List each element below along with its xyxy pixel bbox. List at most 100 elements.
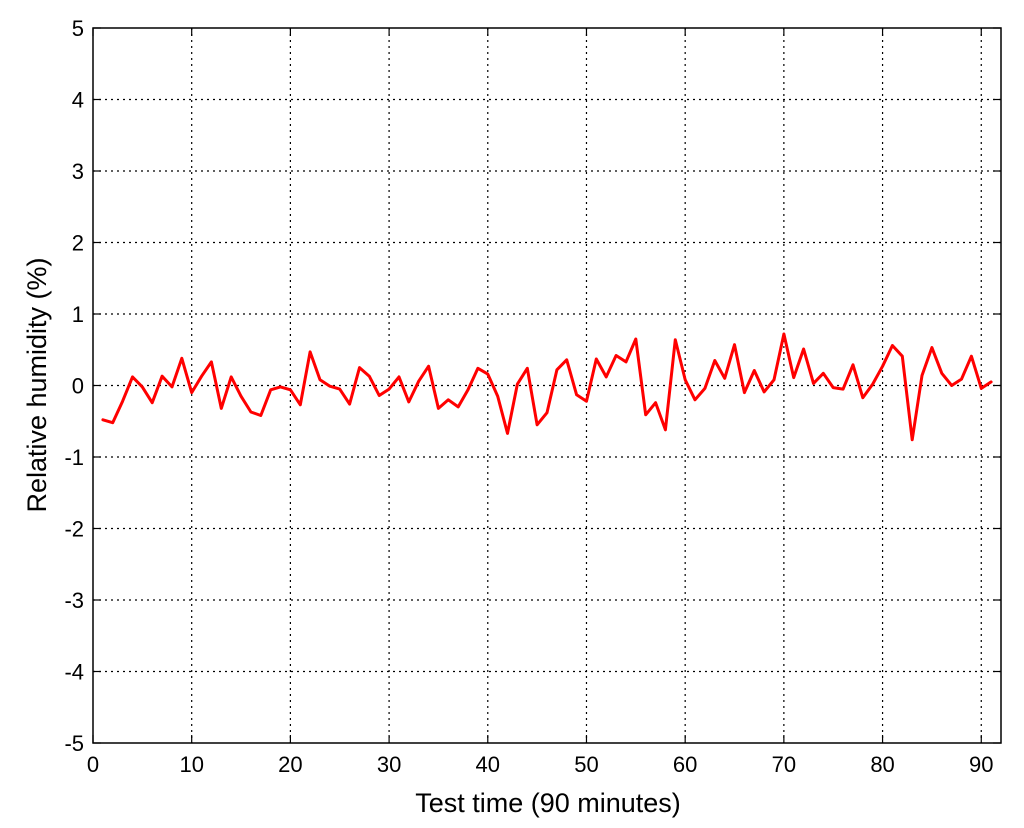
- data-point: [565, 358, 568, 361]
- y-tick-label: -4: [64, 660, 84, 685]
- data-point: [368, 375, 371, 378]
- data-point: [614, 354, 618, 357]
- data-point: [141, 385, 144, 389]
- data-point: [308, 350, 312, 354]
- y-tick-label: 1: [72, 302, 84, 327]
- y-tick-label: -1: [64, 445, 84, 470]
- data-point: [575, 393, 578, 396]
- data-point: [595, 357, 598, 361]
- data-point: [338, 387, 341, 391]
- data-point: [259, 414, 262, 417]
- data-point: [476, 367, 480, 370]
- data-point: [851, 363, 855, 366]
- data-point: [772, 378, 776, 381]
- data-point: [230, 375, 233, 379]
- data-point: [220, 407, 223, 410]
- data-point: [466, 388, 470, 391]
- data-point: [555, 368, 559, 371]
- data-point: [644, 413, 647, 416]
- data-point: [358, 366, 361, 369]
- data-point: [605, 375, 608, 379]
- data-point: [289, 388, 292, 391]
- grid-lines: [93, 28, 1001, 743]
- data-point: [545, 411, 549, 414]
- data-point: [792, 376, 795, 379]
- data-point: [753, 369, 756, 372]
- y-tick-label: -2: [64, 517, 84, 542]
- data-point: [437, 407, 440, 410]
- data-point: [180, 357, 183, 360]
- data-point: [486, 372, 489, 376]
- data-point: [417, 380, 420, 383]
- data-point: [812, 382, 815, 385]
- y-axis-label: Relative humidity (%): [22, 257, 52, 512]
- y-tick-label: -5: [64, 731, 84, 756]
- data-point: [506, 432, 509, 435]
- data-point: [762, 390, 766, 394]
- data-point: [111, 421, 114, 424]
- data-point: [585, 400, 588, 403]
- data-point: [101, 418, 105, 421]
- x-tick-label: 0: [87, 752, 99, 777]
- data-point: [822, 372, 825, 375]
- data-point: [526, 367, 529, 370]
- data-point: [407, 400, 410, 404]
- data-point: [160, 375, 164, 378]
- data-point: [299, 403, 302, 406]
- data-point: [269, 388, 272, 391]
- data-point: [624, 360, 628, 364]
- x-tick-label: 40: [476, 752, 500, 777]
- data-point: [832, 386, 835, 389]
- x-tick-label: 20: [278, 752, 302, 777]
- data-point: [249, 410, 253, 414]
- data-point: [654, 401, 657, 404]
- data-point: [940, 372, 943, 375]
- data-point: [733, 343, 736, 346]
- data-point: [151, 401, 154, 404]
- data-point: [239, 395, 243, 398]
- data-point: [930, 346, 934, 349]
- data-point: [427, 365, 430, 368]
- series-layer: [101, 332, 993, 442]
- data-point: [121, 400, 124, 403]
- data-point: [723, 377, 726, 380]
- data-point: [387, 387, 391, 391]
- x-tick-label: 30: [377, 752, 401, 777]
- x-tick-label: 10: [179, 752, 203, 777]
- data-point: [782, 332, 786, 336]
- data-point: [210, 360, 213, 364]
- data-point: [861, 396, 864, 399]
- data-point: [378, 394, 381, 397]
- data-point: [674, 338, 677, 341]
- x-tick-label: 50: [574, 752, 598, 777]
- data-point: [891, 344, 894, 347]
- data-point: [920, 374, 924, 377]
- x-tick-label: 90: [969, 752, 993, 777]
- y-tick-label: 3: [72, 159, 84, 184]
- x-axis-label: Test time (90 minutes): [415, 788, 681, 818]
- data-point: [516, 382, 519, 386]
- y-tick-label: 2: [72, 231, 84, 256]
- data-point: [911, 438, 914, 441]
- data-point: [447, 398, 450, 401]
- data-point: [397, 375, 401, 379]
- x-tick-label: 60: [673, 752, 697, 777]
- data-point: [170, 385, 174, 389]
- data-point: [348, 402, 351, 406]
- data-point: [970, 355, 973, 358]
- data-point: [634, 337, 637, 341]
- y-tick-label: -3: [64, 588, 84, 613]
- data-point: [200, 375, 203, 378]
- data-point: [960, 377, 963, 381]
- y-tick-labels: -5 -4 -3 -2 -1 0 1 2 3 4 5: [64, 16, 84, 756]
- tick-marks: [92, 27, 1001, 744]
- data-point: [901, 355, 904, 358]
- data-point: [457, 405, 460, 409]
- data-point: [713, 359, 716, 362]
- y-tick-label: 4: [72, 88, 84, 113]
- data-point: [279, 385, 282, 389]
- data-point: [703, 387, 707, 390]
- data-point: [664, 428, 667, 431]
- data-point: [989, 380, 993, 384]
